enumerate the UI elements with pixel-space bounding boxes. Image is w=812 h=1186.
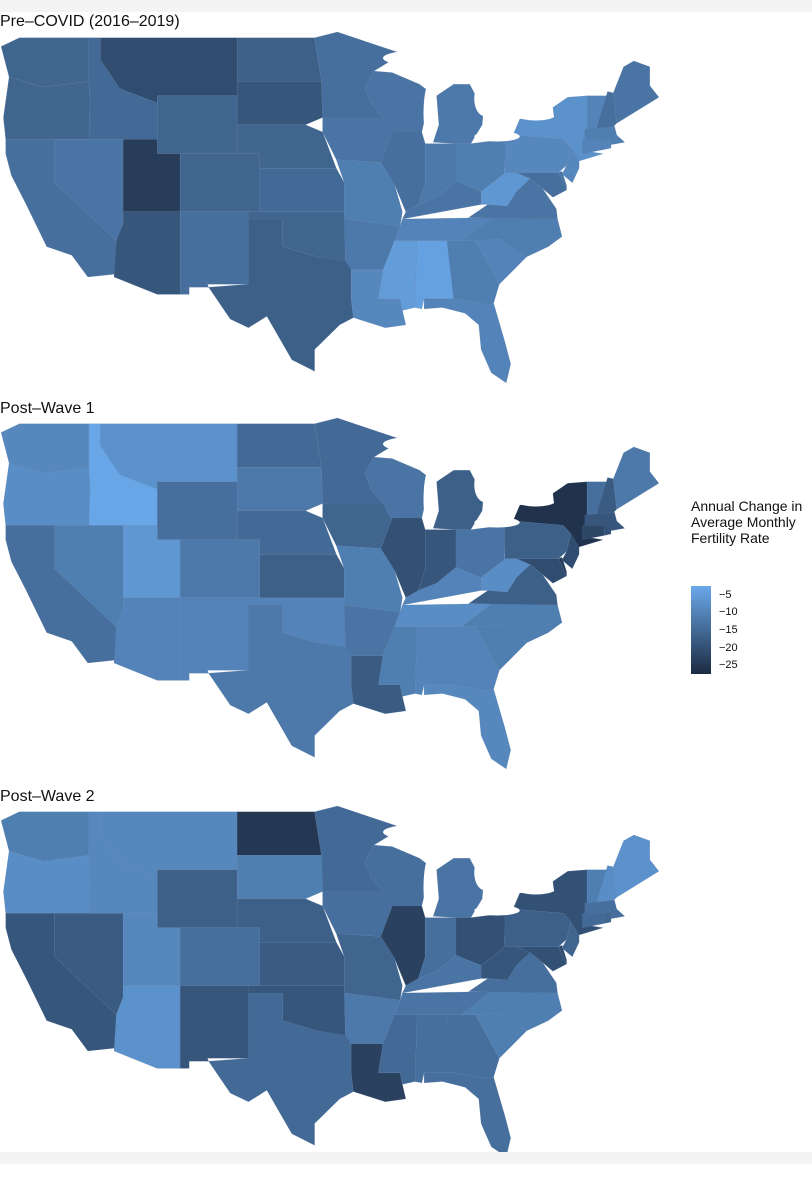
state-nd xyxy=(236,423,322,468)
state-ia xyxy=(322,117,393,163)
legend-title-line-3: Fertility Rate xyxy=(691,530,770,546)
state-nh xyxy=(595,91,617,130)
state-nd xyxy=(236,811,322,856)
lake-superior xyxy=(383,50,456,67)
lake-michigan xyxy=(423,468,437,530)
state-nh xyxy=(595,477,617,516)
state-co xyxy=(179,927,261,987)
state-wy xyxy=(157,95,238,155)
state-me xyxy=(613,834,660,898)
state-wy xyxy=(157,869,238,929)
lake-huron xyxy=(474,81,495,117)
state-ri xyxy=(603,913,612,924)
state-sd xyxy=(236,855,323,900)
legend-title: Annual Change in Average Monthly Fertili… xyxy=(691,498,802,546)
panel-title-pre-covid: Pre–COVID (2016–2019) xyxy=(0,13,180,30)
state-az xyxy=(113,211,181,295)
state-nm xyxy=(179,597,249,681)
state-de xyxy=(558,556,567,577)
state-ct xyxy=(582,913,605,929)
state-co xyxy=(179,153,261,213)
legend-tick-label: −15 xyxy=(719,624,738,636)
legend-tick-label: −5 xyxy=(719,589,732,601)
state-ks xyxy=(259,168,345,213)
state-ks xyxy=(259,942,345,987)
state-ri xyxy=(603,525,612,536)
state-ia xyxy=(322,891,393,937)
state-pa xyxy=(504,908,572,947)
state-nd xyxy=(236,37,322,82)
state-sd xyxy=(236,467,323,512)
legend-tick-mark xyxy=(711,630,716,631)
state-me xyxy=(613,60,660,124)
state-ms xyxy=(378,626,418,697)
legend-tick-label: −20 xyxy=(719,642,738,654)
state-ms xyxy=(378,1014,418,1085)
state-de xyxy=(558,170,567,191)
bottom-border-strip xyxy=(0,1152,812,1164)
lake-ontario xyxy=(517,497,555,507)
legend-title-line-1: Annual Change in xyxy=(691,498,803,514)
state-ct xyxy=(582,525,605,541)
state-de xyxy=(558,944,567,965)
lake-superior xyxy=(383,824,456,841)
state-pa xyxy=(504,520,572,559)
legend-tick-label: −10 xyxy=(719,606,738,618)
legend-tick-label: −25 xyxy=(719,659,738,671)
legend-tick-mark xyxy=(711,612,716,613)
panel-title-post-wave-2: Post–Wave 2 xyxy=(0,788,95,805)
legend-color-bar xyxy=(691,586,711,674)
state-wy xyxy=(157,481,238,541)
lake-erie xyxy=(474,517,520,528)
legend-tick-mark xyxy=(711,648,716,649)
state-pa xyxy=(504,134,572,173)
state-fl xyxy=(423,1072,511,1158)
map-post-wave-2 xyxy=(0,805,660,1158)
state-nm xyxy=(179,985,249,1069)
state-ct xyxy=(582,139,605,155)
lake-ontario xyxy=(517,111,555,121)
state-sd xyxy=(236,81,323,126)
panel-title-post-wave-1: Post–Wave 1 xyxy=(0,400,95,417)
state-fl xyxy=(423,298,511,384)
legend-tick-mark xyxy=(711,665,716,666)
state-ia xyxy=(322,503,393,549)
state-me xyxy=(613,446,660,510)
lake-erie xyxy=(474,905,520,916)
lake-ontario xyxy=(517,885,555,895)
map-post-wave-1 xyxy=(0,417,660,770)
state-ks xyxy=(259,554,345,599)
lake-superior xyxy=(383,436,456,453)
state-az xyxy=(113,985,181,1069)
top-border-strip xyxy=(0,0,812,12)
legend-title-line-2: Average Monthly xyxy=(691,514,796,530)
state-nm xyxy=(179,211,249,295)
lake-erie xyxy=(474,131,520,142)
lake-michigan xyxy=(423,856,437,918)
state-co xyxy=(179,539,261,599)
lake-huron xyxy=(474,467,495,503)
state-fl xyxy=(423,684,511,770)
legend-tick-mark xyxy=(711,595,716,596)
lake-huron xyxy=(474,855,495,891)
state-nh xyxy=(595,865,617,904)
state-az xyxy=(113,597,181,681)
state-ri xyxy=(603,139,612,150)
lake-michigan xyxy=(423,82,437,144)
map-pre-covid xyxy=(0,31,660,384)
state-ms xyxy=(378,240,418,311)
